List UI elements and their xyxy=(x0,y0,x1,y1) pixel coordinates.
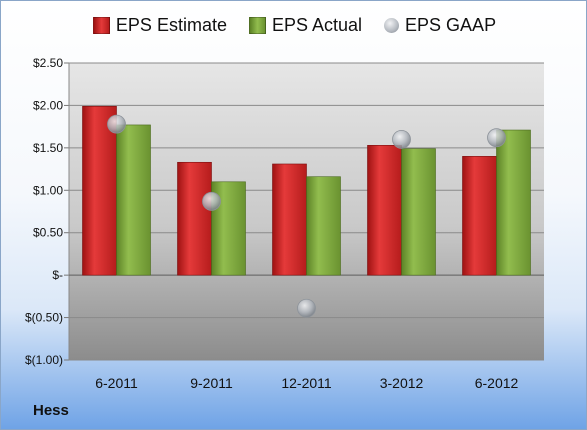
bar-eps-estimate xyxy=(367,145,402,276)
x-tick-label: 6-2011 xyxy=(95,375,138,391)
point-eps-gaap xyxy=(202,191,221,211)
bar-eps-actual xyxy=(306,176,341,276)
y-tick-label: $(0.50) xyxy=(25,311,63,325)
point-eps-gaap xyxy=(107,114,126,134)
legend-label-estimate: EPS Estimate xyxy=(115,15,227,35)
bar-eps-estimate xyxy=(462,156,497,276)
y-tick-label: $1.50 xyxy=(33,141,63,155)
legend-item-actual: EPS Actual xyxy=(248,15,363,36)
chart-legend: EPS Estimate EPS Actual EPS GAAP xyxy=(1,15,586,36)
legend-label-gaap: EPS GAAP xyxy=(405,15,497,35)
y-tick-label: $(1.00) xyxy=(25,353,63,367)
bar-eps-actual xyxy=(401,148,436,276)
x-tick-label: 3-2012 xyxy=(380,375,424,391)
x-tick-label: 12-2011 xyxy=(281,375,332,391)
y-tick-label: $0.50 xyxy=(33,226,63,240)
y-tick-label: $- xyxy=(52,268,63,282)
legend-swatch-estimate xyxy=(92,17,110,34)
point-eps-gaap xyxy=(392,129,411,149)
y-tick-label: $2.50 xyxy=(33,56,63,70)
bar-eps-actual xyxy=(496,129,531,276)
bar-eps-actual xyxy=(116,124,151,276)
legend-item-estimate: EPS Estimate xyxy=(92,15,227,36)
y-tick-label: $1.00 xyxy=(33,183,63,197)
bar-eps-estimate xyxy=(272,163,307,276)
bar-eps-estimate xyxy=(177,161,212,276)
y-tick-label: $2.00 xyxy=(33,98,63,112)
point-eps-gaap xyxy=(297,298,316,318)
legend-label-actual: EPS Actual xyxy=(271,15,363,35)
legend-swatch-actual xyxy=(248,17,266,34)
company-name: Hess xyxy=(33,402,69,419)
legend-swatch-gaap xyxy=(384,18,400,33)
x-tick-label: 6-2012 xyxy=(475,375,519,391)
legend-item-gaap: EPS GAAP xyxy=(384,15,496,36)
x-tick-label: 9-2011 xyxy=(190,375,233,391)
point-eps-gaap xyxy=(487,128,506,148)
